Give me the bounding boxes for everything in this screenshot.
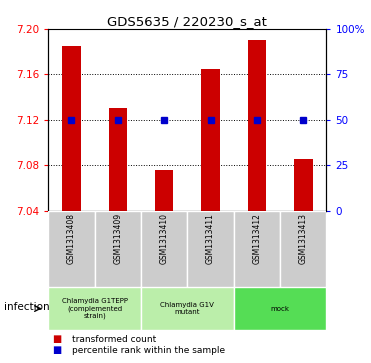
Bar (48, 211, 95, 287)
Bar (234, 211, 280, 287)
Bar (280, 211, 326, 287)
Bar (62, 46, 81, 211)
Bar (109, 109, 127, 211)
Text: transformed count: transformed count (72, 335, 157, 344)
Bar (234, 287, 326, 330)
Text: ■: ■ (52, 345, 61, 355)
Text: GSM1313410: GSM1313410 (160, 213, 169, 264)
Bar (141, 211, 187, 287)
Text: mock: mock (270, 306, 290, 311)
Bar (95, 211, 141, 287)
Bar (141, 287, 234, 330)
Text: GSM1313413: GSM1313413 (299, 213, 308, 264)
Text: GSM1313408: GSM1313408 (67, 213, 76, 264)
Text: Chlamydia G1V
mutant: Chlamydia G1V mutant (160, 302, 214, 315)
Bar (155, 170, 174, 211)
Bar (201, 69, 220, 211)
Bar (294, 159, 312, 211)
Text: percentile rank within the sample: percentile rank within the sample (72, 346, 226, 355)
Text: GSM1313409: GSM1313409 (113, 213, 122, 264)
Bar (187, 211, 234, 287)
Title: GDS5635 / 220230_s_at: GDS5635 / 220230_s_at (108, 15, 267, 28)
Bar (48, 287, 141, 330)
Text: infection: infection (4, 302, 49, 312)
Text: Chlamydia G1TEPP
(complemented
strain): Chlamydia G1TEPP (complemented strain) (62, 298, 128, 319)
Bar (248, 40, 266, 211)
Text: ■: ■ (52, 334, 61, 344)
Text: GSM1313412: GSM1313412 (252, 213, 262, 264)
Text: GSM1313411: GSM1313411 (206, 213, 215, 264)
